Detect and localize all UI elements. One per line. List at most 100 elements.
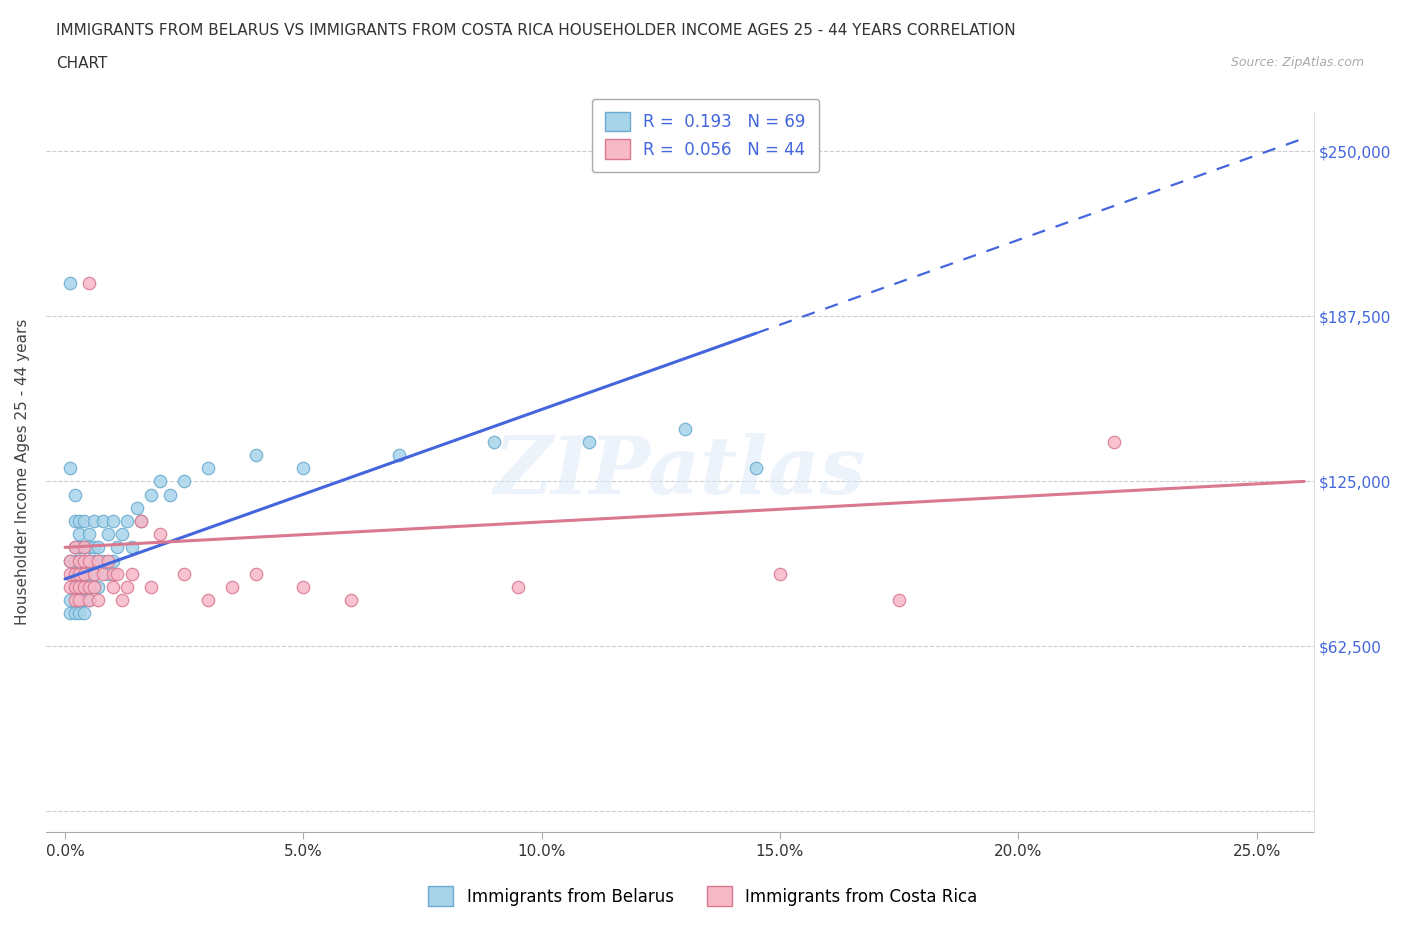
Point	[63, 579, 86, 594]
Point	[77, 566, 100, 581]
Point	[63, 540, 86, 555]
Point	[197, 460, 219, 475]
Point	[83, 540, 105, 555]
Point	[1102, 434, 1125, 449]
Point	[63, 566, 86, 581]
Point	[83, 566, 105, 581]
Point	[87, 579, 110, 594]
Point	[59, 605, 82, 620]
Point	[506, 579, 529, 594]
Point	[67, 579, 90, 594]
Point	[77, 540, 100, 555]
Point	[292, 579, 315, 594]
Point	[482, 434, 505, 449]
Point	[59, 553, 82, 568]
Point	[67, 592, 90, 607]
Point	[139, 487, 162, 502]
Point	[83, 513, 105, 528]
Point	[129, 513, 152, 528]
Point	[59, 460, 82, 475]
Point	[59, 592, 82, 607]
Point	[887, 592, 910, 607]
Point	[77, 553, 100, 568]
Point	[173, 566, 195, 581]
Point	[101, 566, 124, 581]
Point	[63, 513, 86, 528]
Point	[101, 513, 124, 528]
Point	[63, 566, 86, 581]
Point	[578, 434, 600, 449]
Point	[73, 579, 96, 594]
Point	[125, 500, 148, 515]
Point	[115, 513, 138, 528]
Point	[673, 421, 696, 436]
Point	[221, 579, 243, 594]
Point	[77, 553, 100, 568]
Point	[63, 487, 86, 502]
Point	[83, 553, 105, 568]
Point	[77, 579, 100, 594]
Point	[197, 592, 219, 607]
Point	[111, 592, 134, 607]
Point	[91, 553, 114, 568]
Point	[63, 540, 86, 555]
Point	[73, 540, 96, 555]
Text: ZIPatlas: ZIPatlas	[494, 433, 866, 511]
Point	[63, 553, 86, 568]
Point	[77, 592, 100, 607]
Point	[63, 579, 86, 594]
Point	[97, 566, 120, 581]
Point	[77, 276, 100, 291]
Point	[59, 276, 82, 291]
Point	[73, 540, 96, 555]
Point	[101, 579, 124, 594]
Point	[97, 553, 120, 568]
Point	[59, 553, 82, 568]
Point	[73, 566, 96, 581]
Point	[101, 553, 124, 568]
Point	[121, 540, 143, 555]
Point	[73, 592, 96, 607]
Point	[83, 566, 105, 581]
Point	[73, 605, 96, 620]
Point	[115, 579, 138, 594]
Point	[173, 474, 195, 489]
Point	[67, 566, 90, 581]
Point	[67, 579, 90, 594]
Point	[87, 592, 110, 607]
Point	[159, 487, 181, 502]
Point	[59, 566, 82, 581]
Point	[63, 579, 86, 594]
Point	[107, 566, 129, 581]
Point	[73, 540, 96, 555]
Point	[245, 566, 267, 581]
Point	[73, 566, 96, 581]
Point	[77, 592, 100, 607]
Point	[340, 592, 363, 607]
Point	[97, 526, 120, 541]
Legend: R =  0.193   N = 69, R =  0.056   N = 44: R = 0.193 N = 69, R = 0.056 N = 44	[592, 99, 818, 172]
Text: IMMIGRANTS FROM BELARUS VS IMMIGRANTS FROM COSTA RICA HOUSEHOLDER INCOME AGES 25: IMMIGRANTS FROM BELARUS VS IMMIGRANTS FR…	[56, 23, 1017, 38]
Point	[129, 513, 152, 528]
Point	[149, 526, 172, 541]
Y-axis label: Householder Income Ages 25 - 44 years: Householder Income Ages 25 - 44 years	[15, 319, 30, 625]
Text: CHART: CHART	[56, 56, 108, 71]
Point	[59, 579, 82, 594]
Point	[67, 553, 90, 568]
Point	[77, 579, 100, 594]
Point	[292, 460, 315, 475]
Point	[111, 526, 134, 541]
Point	[745, 460, 768, 475]
Text: Source: ZipAtlas.com: Source: ZipAtlas.com	[1230, 56, 1364, 69]
Point	[73, 553, 96, 568]
Point	[67, 605, 90, 620]
Point	[73, 553, 96, 568]
Point	[91, 513, 114, 528]
Point	[388, 447, 411, 462]
Point	[91, 566, 114, 581]
Point	[83, 579, 105, 594]
Point	[67, 540, 90, 555]
Point	[87, 553, 110, 568]
Point	[67, 592, 90, 607]
Point	[67, 553, 90, 568]
